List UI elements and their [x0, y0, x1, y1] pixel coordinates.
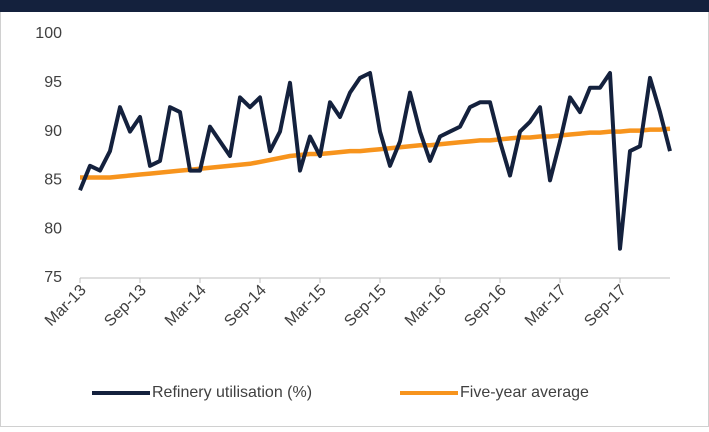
y-tick-label: 90	[44, 123, 62, 140]
series-line	[80, 126, 671, 180]
y-tick-label: 80	[44, 220, 62, 237]
series-line	[78, 71, 672, 251]
legend-label: Refinery utilisation (%)	[152, 384, 312, 401]
y-tick-label: 85	[44, 172, 62, 189]
y-tick-label: 95	[44, 74, 62, 91]
header-bar	[0, 0, 709, 12]
y-tick-label: 75	[44, 269, 62, 286]
y-tick-label: 100	[35, 25, 62, 42]
legend-label: Five-year average	[460, 384, 589, 401]
